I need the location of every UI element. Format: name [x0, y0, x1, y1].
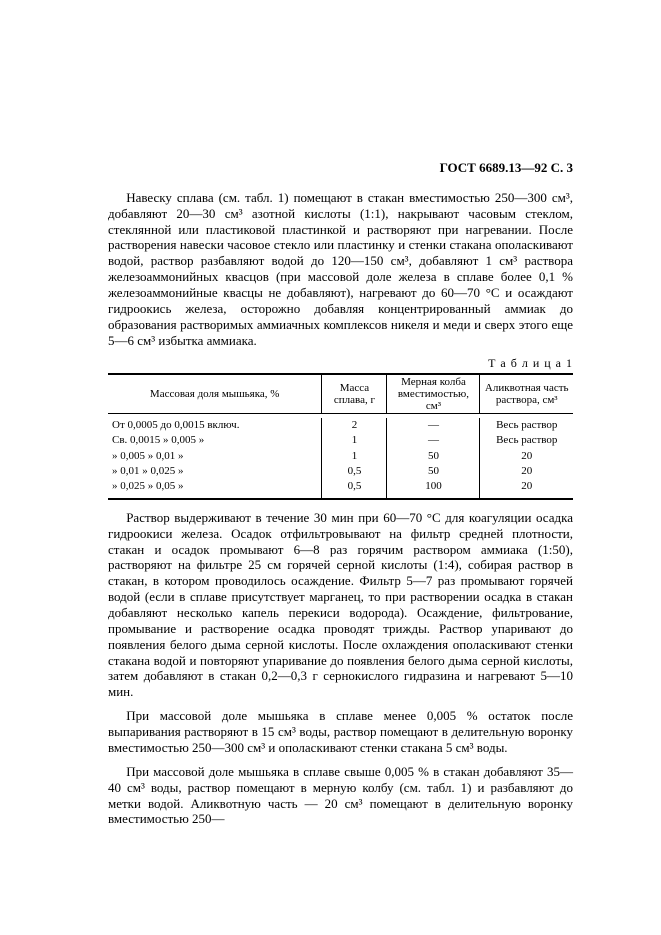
table-row: » 0,025 » 0,05 » 0,5 100 20	[108, 479, 573, 498]
page-header: ГОСТ 6689.13—92 С. 3	[108, 160, 573, 176]
cell: » 0,005 » 0,01 »	[108, 449, 322, 464]
cell: Весь раствор	[480, 433, 573, 448]
table-row: От 0,0005 до 0,0015 включ. 2 — Весь раст…	[108, 418, 573, 433]
cell: 20	[480, 464, 573, 479]
cell: » 0,025 » 0,05 »	[108, 479, 322, 498]
cell: 2	[322, 418, 387, 433]
cell: 20	[480, 479, 573, 498]
cell: —	[387, 433, 480, 448]
table-caption: Т а б л и ц а 1	[108, 356, 573, 371]
col-head-3: Мерная колба вместимостью, см³	[387, 374, 480, 414]
paragraph-4: При массовой доле мышьяка в сплаве свыше…	[108, 764, 573, 827]
cell: 0,5	[322, 464, 387, 479]
cell: —	[387, 418, 480, 433]
cell: Весь раствор	[480, 418, 573, 433]
table-header-row: Массовая доля мышьяка, % Масса сплава, г…	[108, 374, 573, 414]
paragraph-1: Навеску сплава (см. табл. 1) помещают в …	[108, 190, 573, 349]
cell: » 0,01 » 0,025 »	[108, 464, 322, 479]
paragraph-2: Раствор выдерживают в течение 30 мин при…	[108, 510, 573, 700]
cell: Св. 0,0015 » 0,005 »	[108, 433, 322, 448]
table-row: Св. 0,0015 » 0,005 » 1 — Весь раствор	[108, 433, 573, 448]
table-row: » 0,01 » 0,025 » 0,5 50 20	[108, 464, 573, 479]
table-1: Массовая доля мышьяка, % Масса сплава, г…	[108, 373, 573, 500]
cell: 0,5	[322, 479, 387, 498]
col-head-4: Аликвотная часть раствора, см³	[480, 374, 573, 414]
cell: От 0,0005 до 0,0015 включ.	[108, 418, 322, 433]
cell: 50	[387, 464, 480, 479]
table-row: » 0,005 » 0,01 » 1 50 20	[108, 449, 573, 464]
col-head-1: Массовая доля мышьяка, %	[108, 374, 322, 414]
cell: 1	[322, 449, 387, 464]
cell: 1	[322, 433, 387, 448]
col-head-2: Масса сплава, г	[322, 374, 387, 414]
table-body: От 0,0005 до 0,0015 включ. 2 — Весь раст…	[108, 414, 573, 499]
cell: 50	[387, 449, 480, 464]
document-page: ГОСТ 6689.13—92 С. 3 Навеску сплава (см.…	[0, 0, 661, 935]
paragraph-3: При массовой доле мышьяка в сплаве менее…	[108, 708, 573, 756]
cell: 100	[387, 479, 480, 498]
cell: 20	[480, 449, 573, 464]
